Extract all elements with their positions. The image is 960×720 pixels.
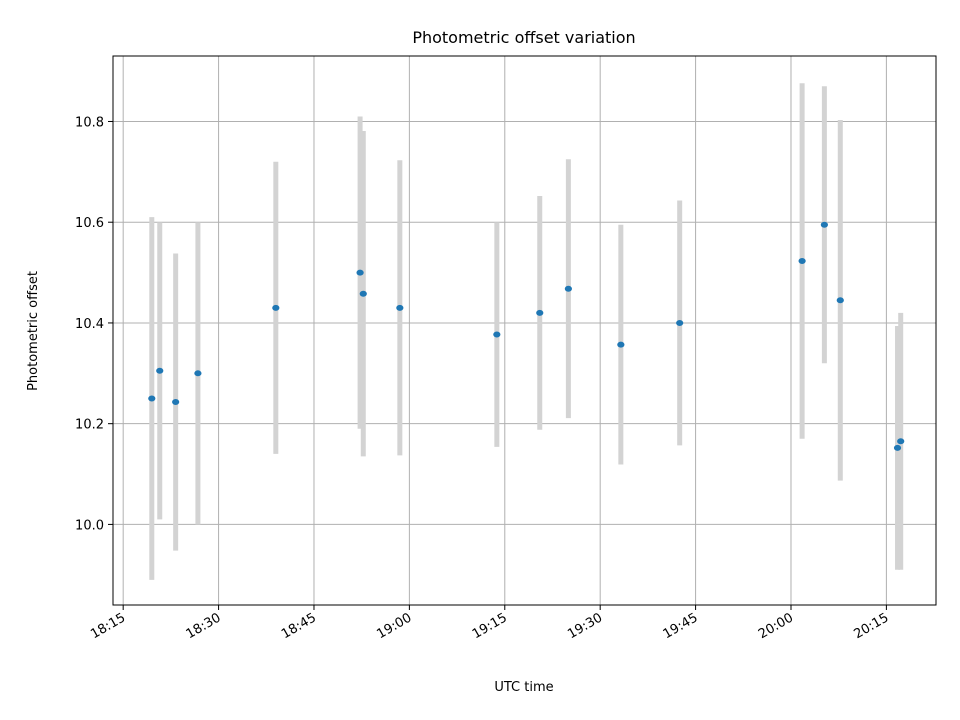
data-point (194, 370, 202, 377)
data-point (493, 331, 501, 338)
data-point (820, 221, 828, 228)
data-point (359, 290, 367, 297)
data-point (396, 304, 404, 311)
errorbar-layer (149, 83, 904, 580)
x-axis-label: UTC time (494, 680, 553, 695)
grid-layer (113, 56, 936, 605)
y-tick-label: 10.4 (75, 317, 104, 332)
plot-frame (112, 55, 937, 606)
y-tick-label: 10.2 (75, 418, 104, 433)
data-point (564, 285, 572, 292)
x-tick-label: 19:45 (661, 610, 701, 642)
y-tick-label: 10.0 (75, 518, 104, 533)
data-point (676, 319, 684, 326)
x-tick-label: 20:15 (851, 610, 891, 642)
chart-title: Photometric offset variation (412, 28, 635, 47)
x-tick-label: 18:30 (184, 610, 224, 642)
data-point (536, 309, 544, 316)
data-point (156, 367, 164, 374)
x-tick-label: 18:15 (88, 610, 128, 642)
x-tick-label: 20:00 (756, 610, 796, 642)
data-point (617, 341, 625, 348)
y-tick-label: 10.6 (75, 216, 104, 231)
data-point (172, 399, 180, 406)
data-point (798, 257, 806, 264)
x-tick-label: 19:15 (470, 610, 510, 642)
data-point (272, 304, 280, 311)
y-axis-label: Photometric offset (26, 271, 41, 391)
data-point (893, 444, 902, 451)
data-point (897, 438, 905, 445)
x-tick-label: 18:45 (279, 610, 319, 642)
data-point (356, 269, 364, 276)
data-point (836, 297, 844, 304)
y-tick-label: 10.8 (75, 115, 104, 130)
point-layer (148, 221, 905, 451)
x-tick-label: 19:30 (565, 610, 605, 642)
x-tick-label: 19:00 (374, 610, 414, 642)
data-point (148, 395, 156, 402)
